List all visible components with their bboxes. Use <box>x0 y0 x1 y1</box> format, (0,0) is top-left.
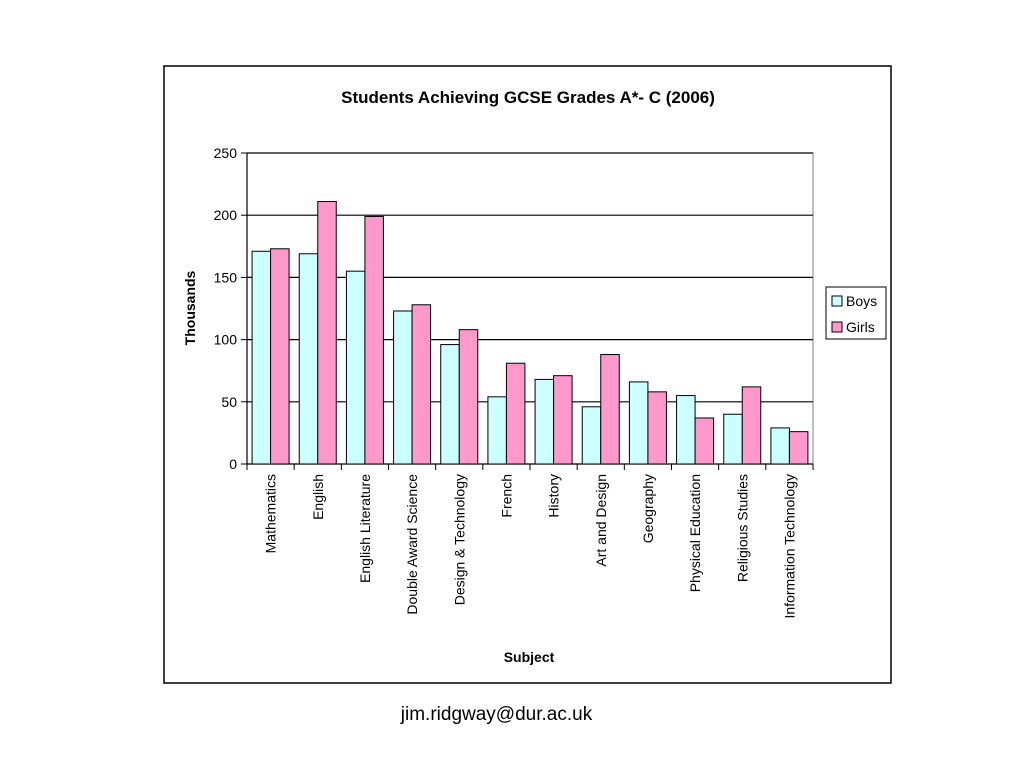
bar-girls-10 <box>741 386 762 465</box>
bar-boys-9 <box>676 395 696 465</box>
bar-girls-0 <box>270 248 290 465</box>
bar-boys-4 <box>440 344 460 465</box>
bar-boys-7 <box>581 406 602 465</box>
legend-label-girls: Girls <box>846 319 875 335</box>
footer-email: jim.ridgway@dur.ac.uk <box>400 704 593 725</box>
bar-boys-2 <box>345 270 366 465</box>
bar-boys-8 <box>628 381 649 465</box>
x-tick-label: Design & Technology <box>451 474 467 605</box>
legend-label-boys: Boys <box>846 293 877 309</box>
y-tick-label: 250 <box>214 145 238 161</box>
x-tick-label: Information Technology <box>781 474 797 619</box>
bar-boys-3 <box>393 310 413 465</box>
x-tick-label: Mathematics <box>263 474 279 553</box>
x-tick-label: Religious Studies <box>734 474 750 582</box>
bar-boys-1 <box>298 253 319 465</box>
x-axis-label: Subject <box>504 649 555 665</box>
bar-girls-8 <box>647 391 667 465</box>
legend: Boys Girls <box>825 286 887 340</box>
x-tick-label: French <box>498 474 514 518</box>
bar-girls-3 <box>411 304 432 465</box>
bar-boys-5 <box>487 396 507 465</box>
bar-girls-6 <box>553 375 573 465</box>
y-tick-label: 50 <box>221 394 237 410</box>
bar-girls-5 <box>505 362 526 465</box>
bar-girls-4 <box>458 329 479 465</box>
legend-swatch-boys <box>831 295 843 307</box>
bar-girls-9 <box>694 417 715 465</box>
x-tick-label: Double Award Science <box>404 474 420 615</box>
x-tick-label: Geography <box>640 474 656 543</box>
y-axis-label: Thousands <box>182 270 198 345</box>
y-tick-label: 150 <box>214 269 238 285</box>
plot-background <box>246 152 814 465</box>
legend-swatch-girls <box>831 321 843 333</box>
y-tick-label: 200 <box>214 207 238 223</box>
y-tick-label: 0 <box>229 456 237 472</box>
bar-boys-10 <box>723 413 743 465</box>
chart-title: Students Achieving GCSE Grades A*- C (20… <box>341 88 715 107</box>
bar-girls-11 <box>788 431 809 465</box>
bar-boys-6 <box>534 378 555 465</box>
bar-girls-1 <box>317 201 337 465</box>
x-tick-label: English Literature <box>357 474 373 583</box>
bar-girls-7 <box>600 354 620 465</box>
y-tick-label: 100 <box>214 332 238 348</box>
bar-girls-2 <box>364 215 384 465</box>
plot-area: 0 50 100 150 200 250 Mathematics English English… <box>214 145 814 619</box>
x-tick-label: Physical Education <box>687 474 703 592</box>
bar-boys-0 <box>251 250 272 465</box>
x-tick-label: Art and Design <box>593 474 609 567</box>
x-tick-label: English <box>310 474 326 520</box>
bar-boys-11 <box>770 427 790 465</box>
x-tick-label: History <box>546 474 562 518</box>
